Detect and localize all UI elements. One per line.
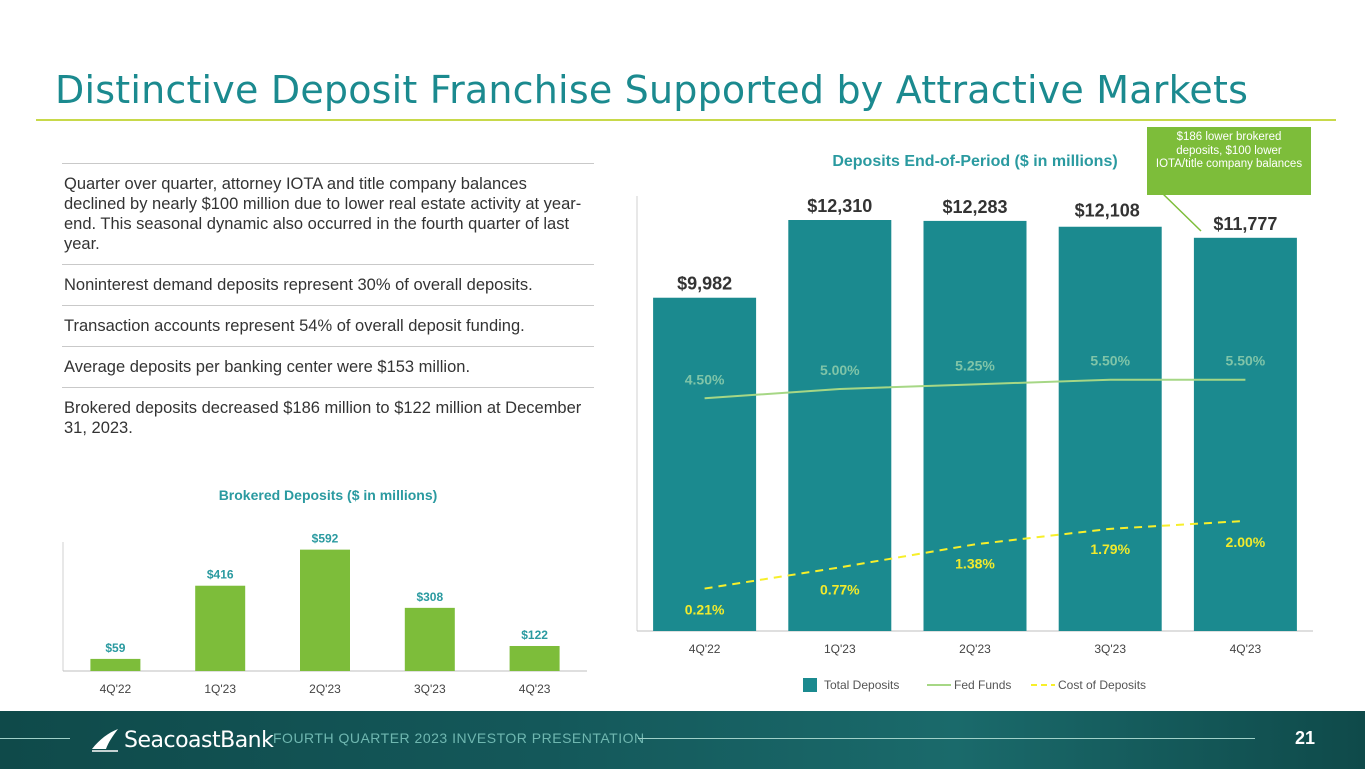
page-number: 21 <box>1295 728 1316 748</box>
total-deposits-label: $11,777 <box>1213 214 1277 234</box>
fed-funds-label: 4.50% <box>685 371 725 387</box>
fed-funds-label: 5.50% <box>1226 353 1266 369</box>
total-deposits-bar <box>1058 226 1162 632</box>
deposits-chart-title: Deposits End-of-Period ($ in millions) <box>832 153 1118 170</box>
bullet-item: Quarter over quarter, attorney IOTA and … <box>62 163 594 264</box>
total-deposits-label: $12,310 <box>807 196 872 216</box>
brokered-tick-label: 2Q'23 <box>309 682 341 696</box>
cost-of-deposits-label: 2.00% <box>1226 534 1266 550</box>
fed-funds-label: 5.50% <box>1090 353 1130 369</box>
cost-of-deposits-label: 0.77% <box>820 581 860 597</box>
total-deposits-bar <box>653 297 757 631</box>
brokered-tick-label: 3Q'23 <box>414 682 446 696</box>
deposits-tick-label: 3Q'23 <box>1094 642 1126 656</box>
total-deposits-label: $9,982 <box>677 274 732 294</box>
total-deposits-bar <box>923 220 1027 631</box>
total-deposits-label: $12,283 <box>942 197 1007 217</box>
deposits-tick-label: 4Q'23 <box>1230 642 1262 656</box>
bullet-item: Noninterest demand deposits represent 30… <box>62 264 594 305</box>
brokered-data-label: $122 <box>521 628 548 642</box>
deposits-tick-label: 4Q'22 <box>689 642 721 656</box>
total-deposits-label: $12,108 <box>1075 201 1140 221</box>
title-divider <box>36 119 1336 121</box>
bullet-item: Average deposits per banking center were… <box>62 346 594 387</box>
brand-logo: SeacoastBank <box>90 725 274 755</box>
deposits-tick-label: 2Q'23 <box>959 642 991 656</box>
brokered-chart-title: Brokered Deposits ($ in millions) <box>218 487 438 503</box>
bullet-item: Brokered deposits decreased $186 million… <box>62 387 594 448</box>
brokered-tick-label: 4Q'23 <box>519 682 551 696</box>
brokered-data-label: $59 <box>105 641 125 655</box>
callout-pointer <box>1160 191 1202 232</box>
bullet-item: Transaction accounts represent 54% of ov… <box>62 305 594 346</box>
brokered-data-label: $308 <box>416 590 443 604</box>
brokered-bar <box>195 585 246 671</box>
brokered-bar <box>90 658 141 671</box>
brokered-data-label: $592 <box>312 532 339 546</box>
brokered-tick-label: 1Q'23 <box>204 682 236 696</box>
callout-box: $186 lower brokered deposits, $100 lower… <box>1147 127 1311 195</box>
legend-swatch-total-deposits <box>803 678 817 692</box>
brokered-bar <box>509 645 560 671</box>
bullet-list: Quarter over quarter, attorney IOTA and … <box>62 163 594 448</box>
brand-name: SeacoastBank <box>124 727 274 753</box>
brokered-bar <box>300 549 350 671</box>
cost-of-deposits-line <box>704 519 1246 590</box>
total-deposits-bar <box>1193 237 1297 631</box>
footer-text: FOURTH QUARTER 2023 INVESTOR PRESENTATIO… <box>273 730 645 746</box>
fed-funds-line <box>704 378 1246 400</box>
cost-of-deposits-label: 1.79% <box>1090 541 1130 557</box>
legend-label-cost-of-deposits: Cost of Deposits <box>1058 678 1146 692</box>
cost-of-deposits-label: 0.21% <box>685 602 725 618</box>
footer-rule-left <box>0 738 70 739</box>
page-title: Distinctive Deposit Franchise Supported … <box>55 68 1249 112</box>
footer: SeacoastBank FOURTH QUARTER 2023 INVESTO… <box>0 711 1365 769</box>
fed-funds-label: 5.00% <box>820 362 860 378</box>
fed-funds-label: 5.25% <box>955 357 995 373</box>
legend-label-total-deposits: Total Deposits <box>824 678 899 692</box>
footer-rule-right <box>638 738 1255 739</box>
brokered-data-label: $416 <box>207 568 234 582</box>
cost-of-deposits-label: 1.38% <box>955 555 995 571</box>
brokered-tick-label: 4Q'22 <box>100 682 132 696</box>
brokered-bar <box>404 607 455 671</box>
legend-label-fed-funds: Fed Funds <box>954 678 1011 692</box>
deposits-tick-label: 1Q'23 <box>824 642 856 656</box>
total-deposits-bar <box>788 220 892 631</box>
sail-logo-icon <box>92 729 118 752</box>
